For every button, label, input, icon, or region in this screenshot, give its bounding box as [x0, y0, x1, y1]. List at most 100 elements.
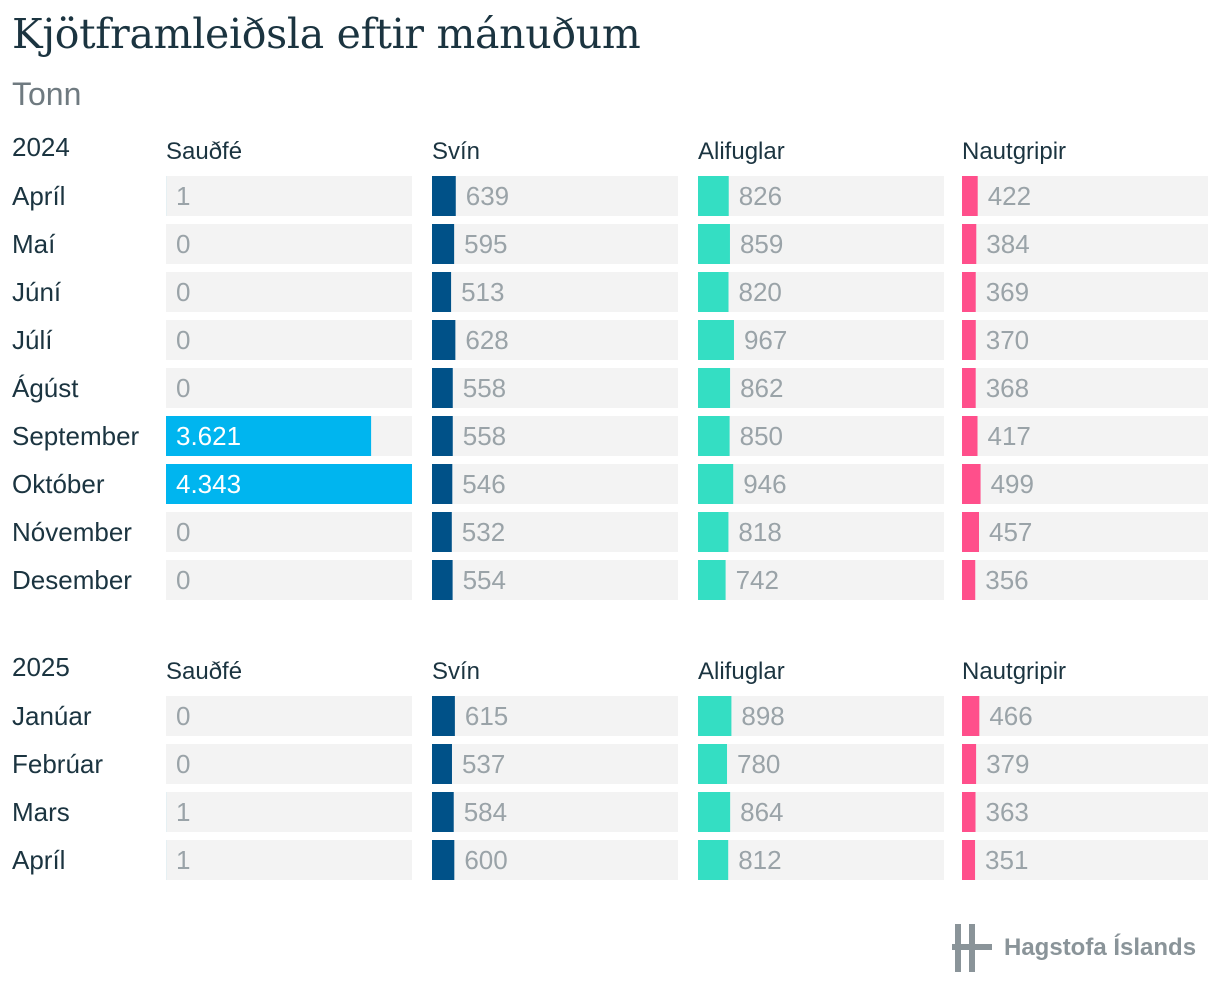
data-label: 0 — [176, 517, 190, 547]
bar — [432, 464, 453, 504]
bar-track — [432, 696, 678, 736]
row-label: Desember — [12, 565, 132, 595]
column-header: Alifuglar — [698, 138, 785, 165]
data-label: 1 — [176, 181, 190, 211]
data-label: 457 — [989, 517, 1032, 547]
bar — [698, 176, 729, 216]
bar-track — [432, 512, 678, 552]
data-label: 3.621 — [176, 421, 241, 451]
bar-track — [962, 744, 1208, 784]
row-label: Janúar — [12, 701, 92, 731]
data-label: 0 — [176, 749, 190, 779]
data-label: 818 — [738, 517, 781, 547]
data-label: 0 — [176, 325, 190, 355]
bar-track — [432, 744, 678, 784]
data-label: 499 — [991, 469, 1034, 499]
data-label: 780 — [737, 749, 780, 779]
data-label: 967 — [744, 325, 787, 355]
bar-track — [698, 176, 944, 216]
bar-track — [698, 696, 944, 736]
bar — [432, 560, 453, 600]
data-label: 0 — [176, 277, 190, 307]
bar-track — [962, 224, 1208, 264]
bar-track — [962, 512, 1208, 552]
column-header: Sauðfé — [166, 138, 242, 165]
bar-track — [432, 368, 678, 408]
bar-track — [166, 272, 412, 312]
bar — [698, 696, 732, 736]
data-label: 0 — [176, 701, 190, 731]
row-label: Júní — [12, 277, 62, 307]
bar-track — [962, 840, 1208, 880]
data-label: 0 — [176, 373, 190, 403]
bar-track — [432, 272, 678, 312]
data-label: 742 — [736, 565, 779, 595]
bar-track — [432, 840, 678, 880]
data-label: 356 — [985, 565, 1028, 595]
data-label: 859 — [740, 229, 783, 259]
data-label: 466 — [989, 701, 1032, 731]
data-label: 826 — [739, 181, 782, 211]
bar — [962, 464, 981, 504]
chart-title: Kjötframleiðsla eftir mánuðum — [12, 10, 641, 58]
bar-track — [166, 696, 412, 736]
data-label: 595 — [464, 229, 507, 259]
bar-track — [432, 224, 678, 264]
data-label: 368 — [986, 373, 1029, 403]
bar-track — [432, 416, 678, 456]
data-label: 369 — [986, 277, 1029, 307]
bar-track — [698, 224, 944, 264]
bar — [962, 416, 978, 456]
year-label: 2024 — [12, 132, 70, 162]
bar — [698, 224, 730, 264]
bar-track — [166, 176, 412, 216]
data-label: 513 — [461, 277, 504, 307]
bar-track — [698, 840, 944, 880]
bar — [698, 464, 734, 504]
data-label: 812 — [738, 845, 781, 875]
data-label: 850 — [740, 421, 783, 451]
data-label: 546 — [462, 469, 505, 499]
hagstofa-logo-icon — [952, 924, 992, 972]
bar — [698, 744, 728, 784]
bar — [962, 744, 977, 784]
bar-track — [962, 696, 1208, 736]
bar — [962, 176, 978, 216]
bar — [962, 840, 976, 880]
logo: Hagstofa Íslands — [952, 924, 1196, 972]
bar — [166, 464, 412, 504]
data-label: 1 — [176, 797, 190, 827]
data-label: 0 — [176, 229, 190, 259]
row-label: Mars — [12, 797, 70, 827]
data-label: 558 — [463, 421, 506, 451]
data-label: 351 — [985, 845, 1028, 875]
bar — [962, 512, 980, 552]
column-header: Nautgripir — [962, 658, 1066, 685]
bar — [698, 560, 726, 600]
bar — [432, 792, 454, 832]
bar-track — [432, 464, 678, 504]
chart-subtitle: Tonn — [12, 76, 82, 112]
bar — [432, 416, 453, 456]
bar-track — [962, 176, 1208, 216]
row-label: September — [12, 421, 140, 451]
logo-text: Hagstofa Íslands — [1004, 934, 1197, 961]
column-header: Svín — [432, 138, 480, 165]
bar — [432, 368, 453, 408]
row-label: Apríl — [12, 845, 65, 875]
data-label: 363 — [986, 797, 1029, 827]
row-label: Júlí — [12, 325, 53, 355]
bar — [962, 224, 977, 264]
bar — [432, 840, 455, 880]
data-label: 600 — [464, 845, 507, 875]
bar-track — [698, 464, 944, 504]
bar — [432, 176, 456, 216]
bar-track — [166, 840, 412, 880]
column-header: Alifuglar — [698, 658, 785, 685]
data-label: 558 — [463, 373, 506, 403]
bar — [698, 272, 729, 312]
bar-track — [166, 560, 412, 600]
bar — [962, 272, 976, 312]
data-label: 417 — [988, 421, 1031, 451]
data-label: 422 — [988, 181, 1031, 211]
